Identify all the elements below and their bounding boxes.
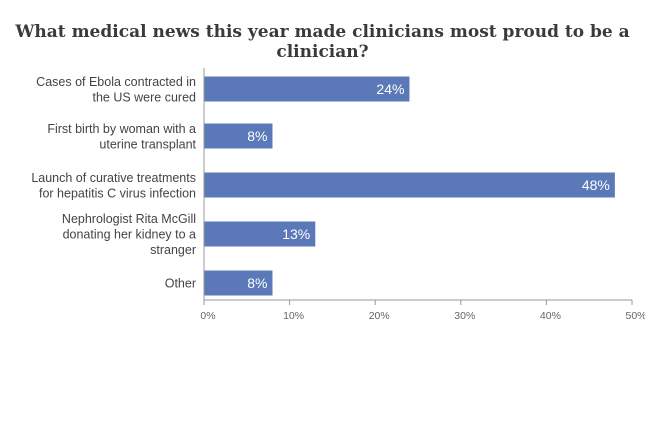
bar-value-label: 48% — [582, 177, 610, 193]
bar-value-label: 8% — [247, 275, 267, 291]
bar-value-label: 8% — [247, 128, 267, 144]
bar-value-label: 13% — [282, 226, 310, 242]
category-labels: Cases of Ebola contracted in the US were … — [31, 75, 196, 291]
category-label: Cases of Ebola contracted in the US were … — [36, 75, 196, 105]
x-axis: 0% 10% 20% 30% 40% 50% — [200, 68, 645, 322]
bar — [204, 172, 615, 198]
chart-title: What medical news this year made clinici… — [15, 22, 630, 62]
x-tick-label: 50% — [625, 310, 645, 322]
x-tick-label: 20% — [369, 310, 390, 322]
bar — [204, 221, 316, 247]
x-tick-label: 10% — [283, 310, 304, 322]
category-label: First birth by woman with a uterine trans… — [47, 122, 196, 152]
bar-value-label: 24% — [376, 81, 404, 97]
x-tick-label: 0% — [200, 310, 215, 322]
bar — [204, 76, 410, 102]
bar — [204, 123, 273, 149]
bars-layer: 24% 8% 48% 13% 8% — [204, 76, 615, 296]
x-tick-label: 40% — [540, 310, 561, 322]
bar — [204, 270, 273, 296]
category-label: Other — [165, 277, 196, 291]
category-label: Launch of curative treatments for hepatit… — [31, 171, 196, 201]
x-tick-label: 30% — [454, 310, 475, 322]
category-label: Nephrologist Rita McGill donating her kid… — [62, 212, 196, 257]
